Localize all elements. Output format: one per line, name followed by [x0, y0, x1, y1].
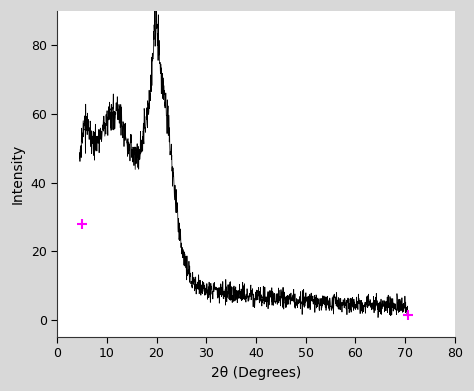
Y-axis label: Intensity: Intensity — [11, 144, 25, 204]
X-axis label: 2θ (Degrees): 2θ (Degrees) — [211, 366, 301, 380]
